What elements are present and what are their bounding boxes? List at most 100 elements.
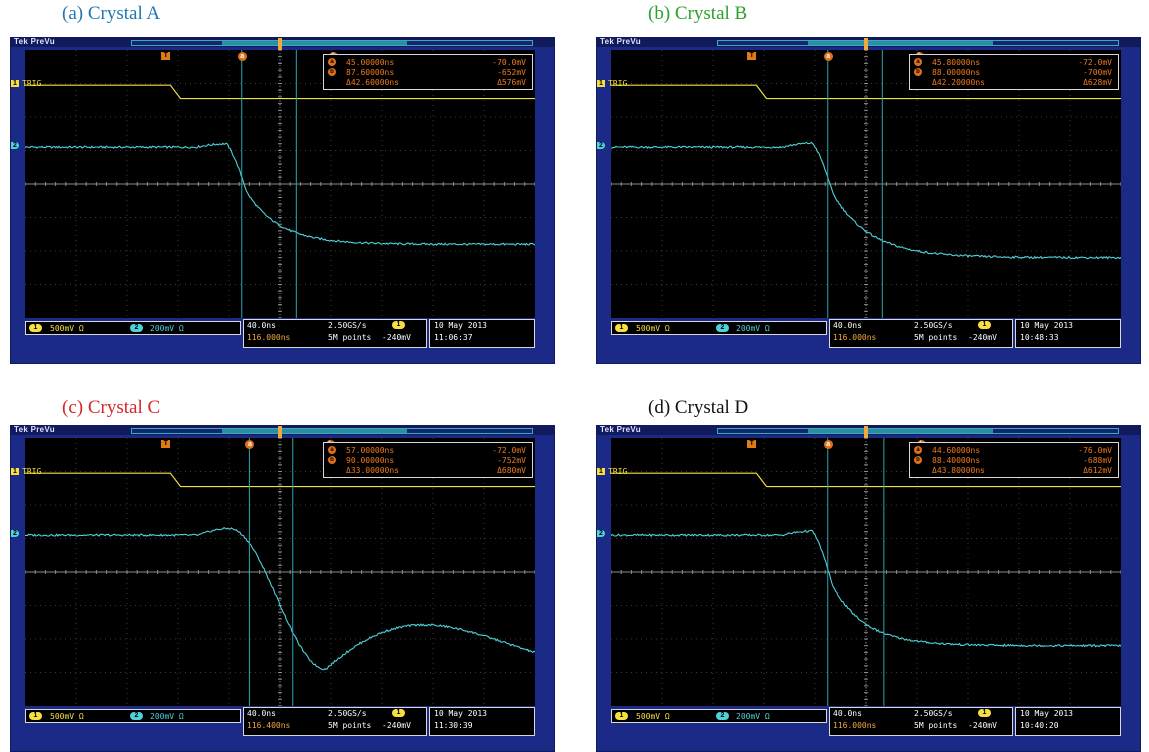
graticule bbox=[25, 438, 535, 706]
delta-value: Δ576mV bbox=[497, 78, 526, 87]
timebase: 40.0ns bbox=[247, 709, 276, 718]
scope-brand: Tek PreVu bbox=[14, 37, 55, 46]
cursor_a-time: 45.00000ns bbox=[346, 58, 395, 67]
date: 10 May 2013 bbox=[434, 709, 487, 718]
cursor_b-time: 88.00000ns bbox=[932, 68, 981, 77]
sample-rate: 2.50GS/s bbox=[328, 709, 367, 718]
cursor_a-value: -76.0mV bbox=[1078, 446, 1112, 455]
ch2-scale: 200mV Ω bbox=[736, 712, 770, 721]
readout-row-cursor_a: a 44.60000ns -76.0mV bbox=[910, 445, 1118, 455]
record-view-window bbox=[808, 41, 993, 45]
trig-label: TRIG bbox=[22, 467, 42, 477]
record-length: 5M points bbox=[914, 721, 958, 730]
trigger-position: 116.400ns bbox=[247, 721, 291, 730]
date: 10 May 2013 bbox=[1020, 321, 1073, 330]
readout-row-cursor_a: a 45.80000ns -72.0mV bbox=[910, 57, 1118, 67]
ch1-scale: 500mV Ω bbox=[636, 712, 670, 721]
trig-label: TRIG bbox=[608, 79, 628, 89]
chart-title: (d) Crystal D bbox=[648, 397, 749, 418]
graticule bbox=[611, 50, 1121, 318]
ch2-trace bbox=[611, 529, 1121, 648]
ch2-chip: 2 bbox=[716, 324, 729, 332]
ch2-trace bbox=[25, 142, 535, 246]
chart-title: (b) Crystal B bbox=[648, 3, 748, 24]
time: 11:06:37 bbox=[434, 333, 473, 342]
trigger-position-marker bbox=[864, 38, 868, 50]
ch1-level-marker: 1 bbox=[597, 468, 605, 476]
record-position-bar bbox=[131, 40, 533, 46]
status-bar: 1 500mV Ω 2 200mV Ω 40.0ns 116.400ns 2.50GS/s 5… bbox=[11, 706, 554, 751]
cursor_b-value: -652mV bbox=[497, 68, 526, 77]
delta-value: Δ612mV bbox=[1083, 466, 1112, 475]
status-bar: 1 500mV Ω 2 200mV Ω 40.0ns 116.000ns 2.50GS/s 5… bbox=[11, 318, 554, 363]
time: 10:40:20 bbox=[1020, 721, 1059, 730]
trigger-position: 116.000ns bbox=[247, 333, 291, 342]
cursor_b-readout-marker: b bbox=[914, 456, 922, 464]
sample-rate: 2.50GS/s bbox=[328, 321, 367, 330]
readout-row-cursor_b: b 87.60000ns -652mV bbox=[324, 67, 532, 77]
cursor_a-readout-marker: a bbox=[914, 58, 922, 66]
waveform-plot bbox=[25, 438, 535, 706]
ch1-level-marker: 1 bbox=[11, 468, 19, 476]
trigger-level: -240mV bbox=[968, 333, 997, 342]
cursor_a-time: 44.60000ns bbox=[932, 446, 981, 455]
timebase-settings: 40.0ns 116.000ns 2.50GS/s 5M points 1 -240mV bbox=[243, 319, 427, 348]
cursor_a-time: 57.00000ns bbox=[346, 446, 395, 455]
ch1-chip: 1 bbox=[615, 324, 628, 332]
date: 10 May 2013 bbox=[1020, 709, 1073, 718]
ch2-scale: 200mV Ω bbox=[150, 324, 184, 333]
trigger-time-marker: T bbox=[161, 52, 171, 60]
date-time: 10 May 2013 10:40:20 bbox=[1015, 707, 1121, 736]
cursor_b-value: -752mV bbox=[497, 456, 526, 465]
ch1-chip: 1 bbox=[29, 324, 42, 332]
trigger-position: 116.000ns bbox=[833, 333, 877, 342]
record-view-window bbox=[808, 429, 993, 433]
ch2-trace bbox=[611, 141, 1121, 260]
ch2-level-marker: 2 bbox=[597, 142, 605, 150]
delta-time: Δ43.80000ns bbox=[932, 466, 985, 475]
cursor_a-value: -72.0mV bbox=[492, 446, 526, 455]
oscilloscope-screen: Tek PreVuTab1TRIG2a45.80000ns-72.0mVb88.… bbox=[596, 37, 1141, 364]
channel-settings: 1 500mV Ω 2 200mV Ω bbox=[25, 709, 241, 723]
cursor_a-readout-marker: a bbox=[328, 58, 336, 66]
date-time: 10 May 2013 11:06:37 bbox=[429, 319, 535, 348]
graticule bbox=[25, 50, 535, 318]
ch1-chip: 1 bbox=[615, 712, 628, 720]
trigger-level: -240mV bbox=[382, 333, 411, 342]
readout-row-delta: Δ33.00000ns Δ680mV bbox=[324, 465, 532, 475]
cursor_a-time: 45.80000ns bbox=[932, 58, 981, 67]
status-bar: 1 500mV Ω 2 200mV Ω 40.0ns 116.000ns 2.50GS/s 5… bbox=[597, 318, 1140, 363]
cursor-a-marker: a bbox=[245, 440, 255, 449]
timebase-settings: 40.0ns 116.000ns 2.50GS/s 5M points 1 -240mV bbox=[829, 707, 1013, 736]
record-view-window bbox=[222, 429, 407, 433]
cursor_b-readout-marker: b bbox=[328, 456, 336, 464]
time: 10:48:33 bbox=[1020, 333, 1059, 342]
trigger-time-marker: T bbox=[161, 440, 171, 448]
cursor-readout: a 44.60000ns -76.0mV b 88.40000ns -688mV Δ43.8… bbox=[909, 442, 1119, 478]
trigger-source-chip: 1 bbox=[978, 321, 991, 329]
ch2-level-marker: 2 bbox=[11, 142, 19, 150]
trig-label: TRIG bbox=[22, 79, 42, 89]
waveform-plot bbox=[611, 438, 1121, 706]
ch2-chip: 2 bbox=[130, 712, 143, 720]
trigger-source-chip: 1 bbox=[392, 321, 405, 329]
timebase-settings: 40.0ns 116.000ns 2.50GS/s 5M points 1 -240mV bbox=[829, 319, 1013, 348]
channel-settings: 1 500mV Ω 2 200mV Ω bbox=[611, 709, 827, 723]
cursor_b-readout-marker: b bbox=[914, 68, 922, 76]
ch1-scale: 500mV Ω bbox=[50, 712, 84, 721]
timebase: 40.0ns bbox=[833, 709, 862, 718]
trigger-position: 116.000ns bbox=[833, 721, 877, 730]
readout-row-delta: Δ42.60000ns Δ576mV bbox=[324, 77, 532, 87]
ch1-trace bbox=[25, 472, 535, 488]
trigger-position-marker bbox=[864, 426, 868, 438]
cursor-readout: a 45.00000ns -70.0mV b 87.60000ns -652mV Δ42.6… bbox=[323, 54, 533, 90]
record-length: 5M points bbox=[328, 721, 372, 730]
time: 11:30:39 bbox=[434, 721, 473, 730]
cursor-a-marker: a bbox=[237, 52, 247, 61]
cursor_a-value: -70.0mV bbox=[492, 58, 526, 67]
readout-row-delta: Δ42.20000ns Δ628mV bbox=[910, 77, 1118, 87]
ch2-level-marker: 2 bbox=[11, 530, 19, 538]
ch2-trace bbox=[25, 527, 535, 671]
trigger-time-marker: T bbox=[747, 52, 757, 60]
sample-rate: 2.50GS/s bbox=[914, 321, 953, 330]
